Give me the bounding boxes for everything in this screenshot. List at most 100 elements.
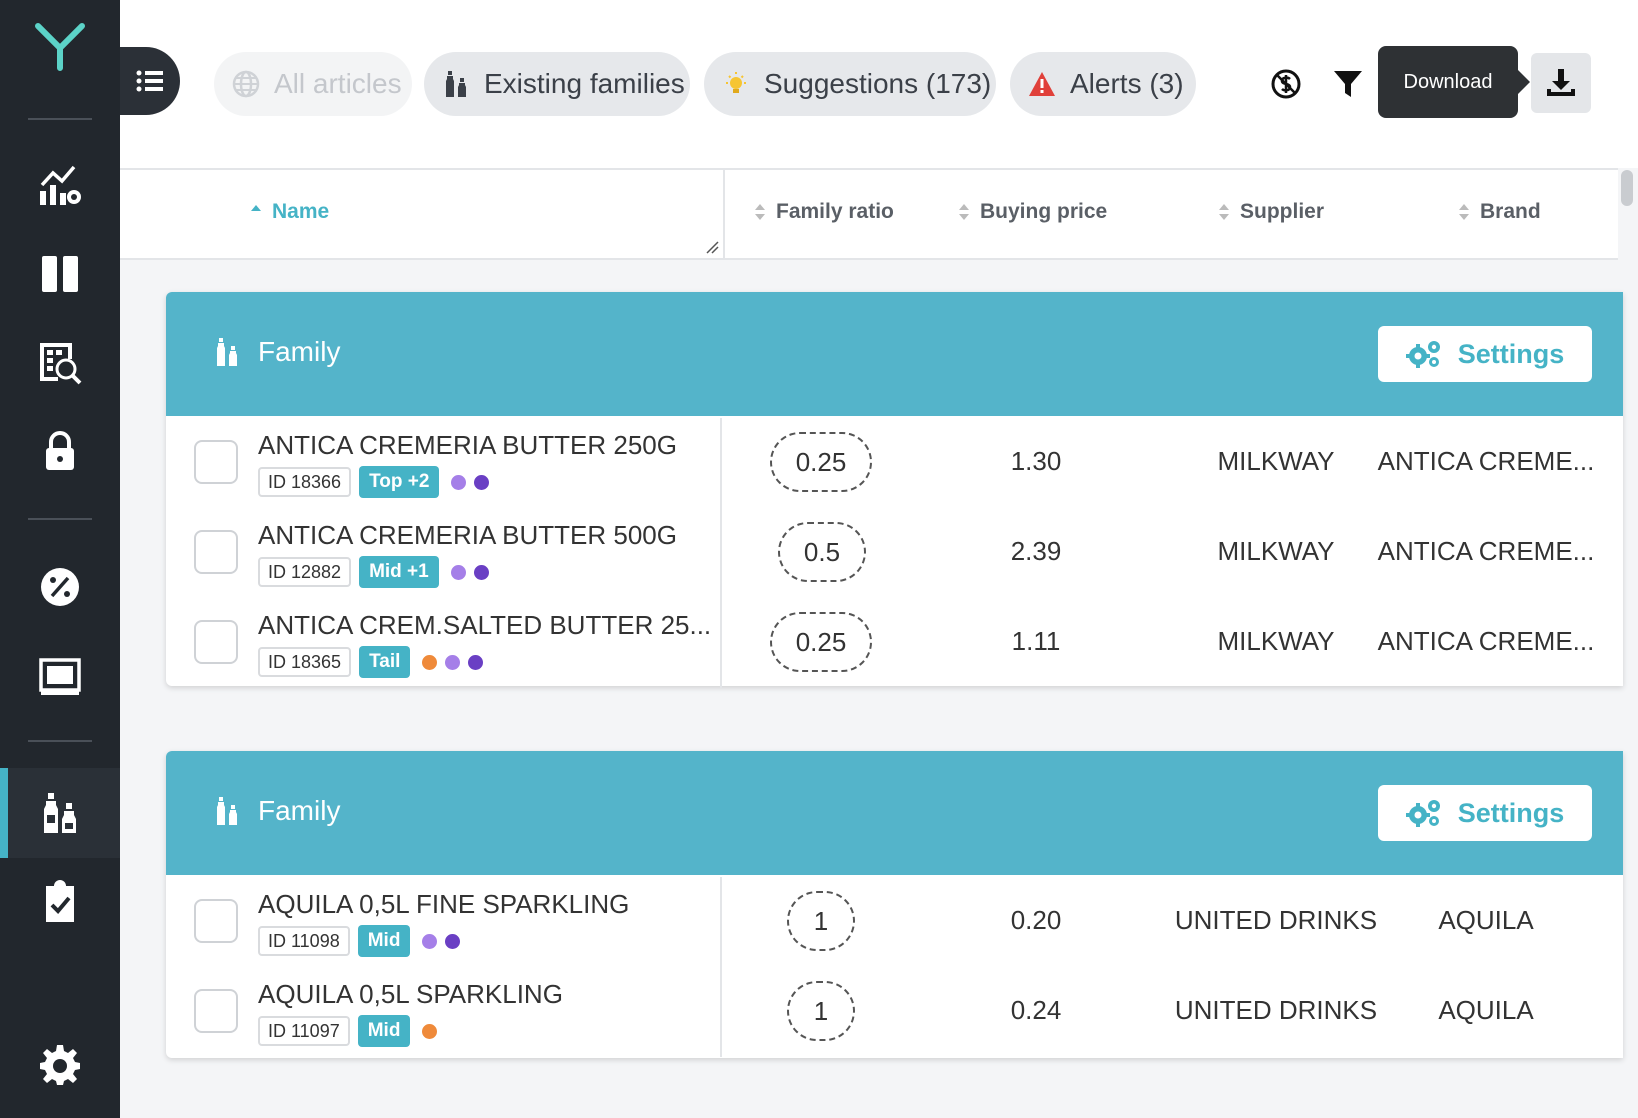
sidebar-item-pricing[interactable] [0, 318, 120, 408]
dollar-crossed-icon [1271, 69, 1301, 99]
sidebar-item-columns[interactable] [0, 229, 120, 319]
product-meta: ID 18366 Top +2 [258, 466, 493, 498]
tier-badge[interactable]: Mid +1 [359, 556, 439, 588]
filter-existing-families[interactable]: Existing families [424, 52, 690, 116]
product-name: AQUILA 0,5L FINE SPARKLING [258, 889, 630, 919]
column-header-supplier[interactable]: Supplier [1218, 200, 1324, 224]
row-checkbox[interactable] [194, 899, 238, 943]
lock-icon [46, 431, 74, 470]
settings-button[interactable]: Settings [1378, 326, 1592, 382]
sidebar-item-families[interactable] [0, 768, 120, 858]
settings-label: Settings [1457, 338, 1565, 369]
sidebar-item-settings[interactable] [0, 1020, 120, 1110]
app-logo[interactable] [30, 22, 90, 72]
brand: AQUILA [1438, 905, 1534, 935]
product-id: ID 18366 [258, 467, 352, 497]
globe-icon [232, 70, 260, 98]
sidebar-item-display[interactable] [0, 631, 120, 721]
column-label: Family ratio [776, 200, 894, 223]
sort-icon [755, 204, 765, 220]
sort-asc-icon [251, 205, 261, 211]
family-ratio[interactable]: 0.25 [770, 432, 872, 492]
tag-dot [422, 1023, 438, 1039]
family-group-header: Family Settings [166, 292, 1623, 416]
column-divider [720, 967, 722, 1057]
column-divider [720, 877, 722, 967]
column-label: Brand [1480, 200, 1541, 223]
brand: ANTICA CREME... [1377, 626, 1595, 656]
row-checkbox[interactable] [194, 989, 238, 1033]
row-checkbox[interactable] [194, 620, 238, 664]
bottles-icon [217, 797, 237, 825]
filter-suggestions[interactable]: Suggestions (173) [704, 52, 996, 116]
download-button[interactable] [1531, 53, 1591, 113]
menu-button[interactable] [120, 47, 180, 115]
column-header-family-ratio[interactable]: Family ratio [754, 200, 894, 224]
table-row[interactable]: AQUILA 0,5L SPARKLING ID 11097 Mid 1 0.2… [166, 967, 1623, 1057]
scrollbar[interactable] [1621, 170, 1633, 206]
filter-button[interactable] [1326, 62, 1370, 106]
sort-icon [959, 204, 969, 220]
supplier: UNITED DRINKS [1174, 905, 1378, 935]
table-row[interactable]: ANTICA CREM.SALTED BUTTER 25... ID 18365… [166, 598, 1623, 688]
table-row[interactable]: ANTICA CREMERIA BUTTER 500G ID 12882 Mid… [166, 508, 1623, 598]
tag-dot [422, 654, 438, 670]
supplier: MILKWAY [1217, 536, 1335, 566]
product-meta: ID 18365 Tail [258, 646, 487, 678]
family-group: Family Settings AQUILA 0,5L FINE SPARKLI… [166, 751, 1623, 1058]
table-header: Name Family ratio Buying price Supplier … [120, 168, 1618, 260]
table-row[interactable]: AQUILA 0,5L FINE SPARKLING ID 11098 Mid … [166, 877, 1623, 967]
tag-dot [450, 564, 466, 580]
column-header-brand[interactable]: Brand [1458, 200, 1541, 224]
sidebar-item-lock[interactable] [0, 407, 120, 497]
product-name: ANTICA CREMERIA BUTTER 250G [258, 430, 677, 460]
gears-icon [1405, 341, 1440, 368]
filter-label: Alerts (3) [1070, 68, 1184, 99]
monitor-frame-icon [39, 658, 81, 695]
product-id: ID 11098 [258, 926, 350, 956]
sidebar-item-analytics[interactable] [0, 140, 120, 230]
sidebar [0, 0, 120, 1118]
family-title: Family [214, 336, 340, 368]
filter-label: Existing families [484, 68, 685, 99]
family-ratio[interactable]: 0.25 [770, 612, 872, 672]
sidebar-divider [28, 740, 92, 742]
settings-button[interactable]: Settings [1378, 785, 1592, 841]
tier-badge[interactable]: Top +2 [359, 466, 440, 498]
family-ratio[interactable]: 0.5 [778, 522, 866, 582]
tier-badge[interactable]: Mid [357, 1015, 411, 1047]
filter-alerts[interactable]: Alerts (3) [1010, 52, 1196, 116]
buying-price: 1.11 [1011, 626, 1061, 656]
product-id: ID 18365 [258, 647, 352, 677]
bottles-icon [446, 71, 466, 97]
no-price-toggle[interactable] [1264, 62, 1308, 106]
sidebar-item-tasks[interactable] [0, 857, 120, 947]
row-checkbox[interactable] [194, 440, 238, 484]
resize-handle-icon[interactable] [705, 240, 719, 254]
column-divider [720, 508, 722, 598]
supplier: MILKWAY [1217, 626, 1335, 656]
brand: AQUILA [1438, 995, 1534, 1025]
family-ratio[interactable]: 1 [787, 891, 855, 951]
product-id: ID 12882 [258, 557, 352, 587]
row-checkbox[interactable] [194, 530, 238, 574]
gear-icon [40, 1045, 80, 1085]
toolbar: All articles Existing families Suggestio… [120, 0, 1638, 168]
tier-badge[interactable]: Tail [359, 646, 411, 678]
tag-dot [468, 654, 484, 670]
column-divider [723, 170, 725, 260]
table-row[interactable]: ANTICA CREMERIA BUTTER 250G ID 18366 Top… [166, 418, 1623, 508]
filter-label: Suggestions (173) [764, 68, 992, 99]
sidebar-item-discounts[interactable] [0, 542, 120, 632]
filter-all-articles[interactable]: All articles [214, 52, 412, 116]
filter-icon [1334, 71, 1362, 97]
tier-badge[interactable]: Mid [357, 925, 411, 957]
family-group: Family Settings ANTICA CREMERIA BUTTER 2… [166, 292, 1623, 688]
family-ratio[interactable]: 1 [787, 981, 855, 1041]
column-header-buying-price[interactable]: Buying price [958, 200, 1107, 224]
sidebar-divider [28, 518, 92, 520]
column-header-name[interactable]: Name [250, 200, 329, 224]
column-divider [720, 418, 722, 508]
column-divider [720, 598, 722, 688]
supplier: MILKWAY [1217, 446, 1335, 476]
